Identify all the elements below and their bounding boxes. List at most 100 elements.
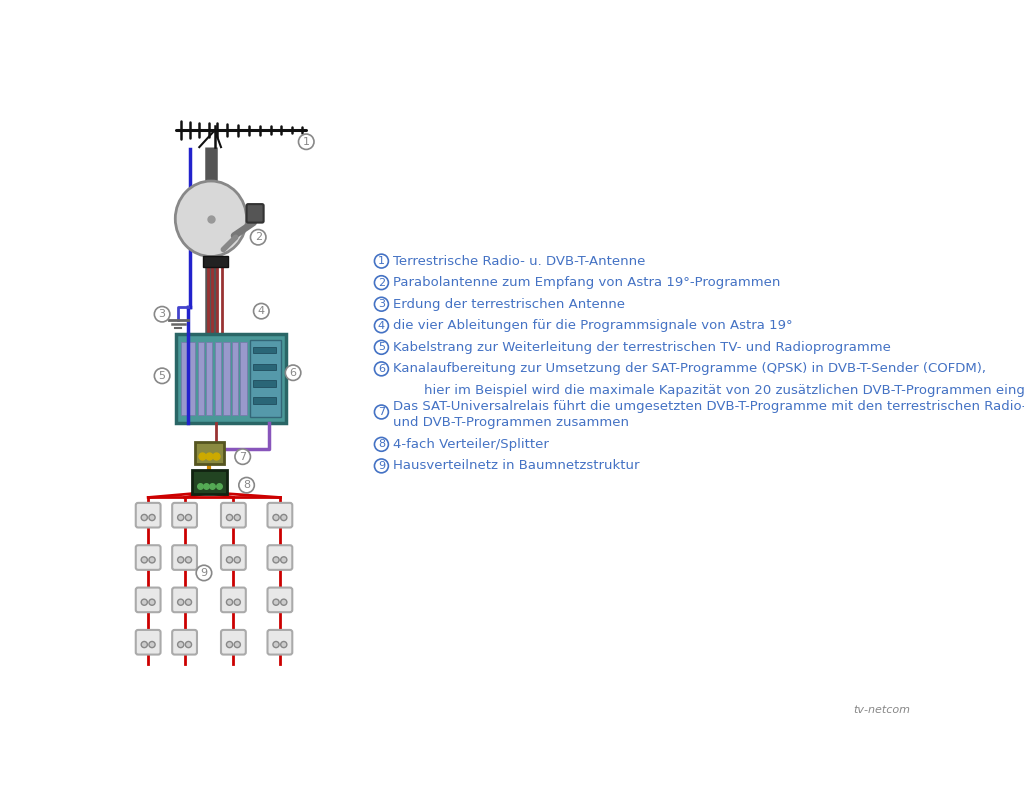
FancyBboxPatch shape bbox=[176, 334, 286, 423]
Text: 4: 4 bbox=[258, 306, 265, 316]
Circle shape bbox=[226, 599, 232, 605]
FancyBboxPatch shape bbox=[267, 630, 292, 654]
Text: 3: 3 bbox=[378, 299, 385, 309]
FancyBboxPatch shape bbox=[267, 545, 292, 570]
Text: 3: 3 bbox=[159, 309, 166, 320]
Circle shape bbox=[177, 557, 183, 563]
FancyBboxPatch shape bbox=[203, 256, 228, 267]
FancyBboxPatch shape bbox=[136, 545, 161, 570]
FancyBboxPatch shape bbox=[267, 587, 292, 612]
FancyBboxPatch shape bbox=[189, 342, 196, 415]
FancyBboxPatch shape bbox=[172, 503, 197, 527]
Circle shape bbox=[155, 368, 170, 383]
FancyBboxPatch shape bbox=[221, 545, 246, 570]
Text: 8: 8 bbox=[378, 439, 385, 449]
FancyBboxPatch shape bbox=[172, 630, 197, 654]
Text: Kanalaufbereitung zur Umsetzung der SAT-Programme (QPSK) in DVB-T-Sender (COFDM): Kanalaufbereitung zur Umsetzung der SAT-… bbox=[393, 362, 986, 375]
Text: 4-fach Verteiler/Splitter: 4-fach Verteiler/Splitter bbox=[393, 438, 549, 451]
Ellipse shape bbox=[175, 181, 247, 256]
Circle shape bbox=[148, 515, 155, 520]
Circle shape bbox=[281, 515, 287, 520]
Circle shape bbox=[148, 599, 155, 605]
Circle shape bbox=[141, 642, 147, 648]
FancyBboxPatch shape bbox=[136, 630, 161, 654]
FancyBboxPatch shape bbox=[267, 503, 292, 527]
Circle shape bbox=[281, 599, 287, 605]
Circle shape bbox=[251, 230, 266, 245]
Circle shape bbox=[281, 642, 287, 648]
FancyBboxPatch shape bbox=[172, 545, 197, 570]
Text: 7: 7 bbox=[378, 407, 385, 417]
Circle shape bbox=[155, 307, 170, 322]
Circle shape bbox=[375, 405, 388, 419]
Text: und DVB-T-Programmen zusammen: und DVB-T-Programmen zusammen bbox=[393, 417, 629, 430]
Circle shape bbox=[375, 438, 388, 451]
Circle shape bbox=[273, 515, 280, 520]
Text: 6: 6 bbox=[290, 368, 297, 378]
FancyBboxPatch shape bbox=[253, 380, 276, 387]
Circle shape bbox=[226, 515, 232, 520]
Text: 7: 7 bbox=[240, 451, 246, 462]
Circle shape bbox=[239, 477, 254, 493]
Circle shape bbox=[234, 515, 241, 520]
Circle shape bbox=[177, 599, 183, 605]
FancyBboxPatch shape bbox=[195, 442, 224, 464]
Circle shape bbox=[254, 303, 269, 319]
FancyBboxPatch shape bbox=[136, 503, 161, 527]
Text: 9: 9 bbox=[378, 461, 385, 471]
Circle shape bbox=[185, 557, 191, 563]
Text: Parabolantenne zum Empfang von Astra 19°-Programmen: Parabolantenne zum Empfang von Astra 19°… bbox=[393, 276, 780, 289]
Text: 2: 2 bbox=[378, 277, 385, 288]
FancyBboxPatch shape bbox=[223, 342, 229, 415]
FancyBboxPatch shape bbox=[172, 587, 197, 612]
Text: hier im Beispiel wird die maximale Kapazität von 20 zusätzlichen DVB-T-Programme: hier im Beispiel wird die maximale Kapaz… bbox=[407, 384, 1024, 397]
FancyBboxPatch shape bbox=[241, 342, 247, 415]
Text: 9: 9 bbox=[201, 568, 208, 578]
Circle shape bbox=[375, 319, 388, 332]
Text: Terrestrische Radio- u. DVB-T-Antenne: Terrestrische Radio- u. DVB-T-Antenne bbox=[393, 255, 645, 268]
Text: Erdung der terrestrischen Antenne: Erdung der terrestrischen Antenne bbox=[393, 298, 625, 311]
Circle shape bbox=[375, 297, 388, 311]
FancyBboxPatch shape bbox=[253, 397, 276, 404]
FancyBboxPatch shape bbox=[221, 630, 246, 654]
FancyBboxPatch shape bbox=[247, 204, 263, 222]
Text: Kabelstrang zur Weiterleitung der terrestrischen TV- und Radioprogramme: Kabelstrang zur Weiterleitung der terres… bbox=[393, 341, 891, 354]
Circle shape bbox=[299, 134, 314, 150]
FancyBboxPatch shape bbox=[253, 346, 276, 353]
Circle shape bbox=[185, 599, 191, 605]
Text: 6: 6 bbox=[378, 364, 385, 374]
Circle shape bbox=[141, 599, 147, 605]
Circle shape bbox=[148, 642, 155, 648]
Circle shape bbox=[281, 557, 287, 563]
Circle shape bbox=[234, 599, 241, 605]
FancyBboxPatch shape bbox=[221, 587, 246, 612]
Circle shape bbox=[141, 557, 147, 563]
FancyBboxPatch shape bbox=[253, 363, 276, 370]
Circle shape bbox=[375, 254, 388, 268]
Circle shape bbox=[185, 642, 191, 648]
Circle shape bbox=[273, 557, 280, 563]
Circle shape bbox=[197, 565, 212, 581]
Circle shape bbox=[234, 449, 251, 464]
FancyBboxPatch shape bbox=[250, 341, 281, 417]
Circle shape bbox=[177, 642, 183, 648]
Circle shape bbox=[375, 341, 388, 354]
Circle shape bbox=[177, 515, 183, 520]
Text: 5: 5 bbox=[378, 342, 385, 353]
FancyBboxPatch shape bbox=[206, 342, 212, 415]
Circle shape bbox=[226, 557, 232, 563]
FancyBboxPatch shape bbox=[191, 470, 227, 494]
FancyBboxPatch shape bbox=[136, 587, 161, 612]
Circle shape bbox=[148, 557, 155, 563]
Text: 5: 5 bbox=[159, 371, 166, 381]
FancyBboxPatch shape bbox=[221, 503, 246, 527]
Text: 2: 2 bbox=[255, 232, 262, 242]
FancyBboxPatch shape bbox=[231, 342, 238, 415]
Circle shape bbox=[375, 276, 388, 290]
Circle shape bbox=[226, 642, 232, 648]
Text: tv-netcom: tv-netcom bbox=[854, 705, 910, 715]
Circle shape bbox=[375, 362, 388, 376]
FancyBboxPatch shape bbox=[180, 342, 187, 415]
Circle shape bbox=[375, 459, 388, 472]
Text: 1: 1 bbox=[378, 256, 385, 266]
